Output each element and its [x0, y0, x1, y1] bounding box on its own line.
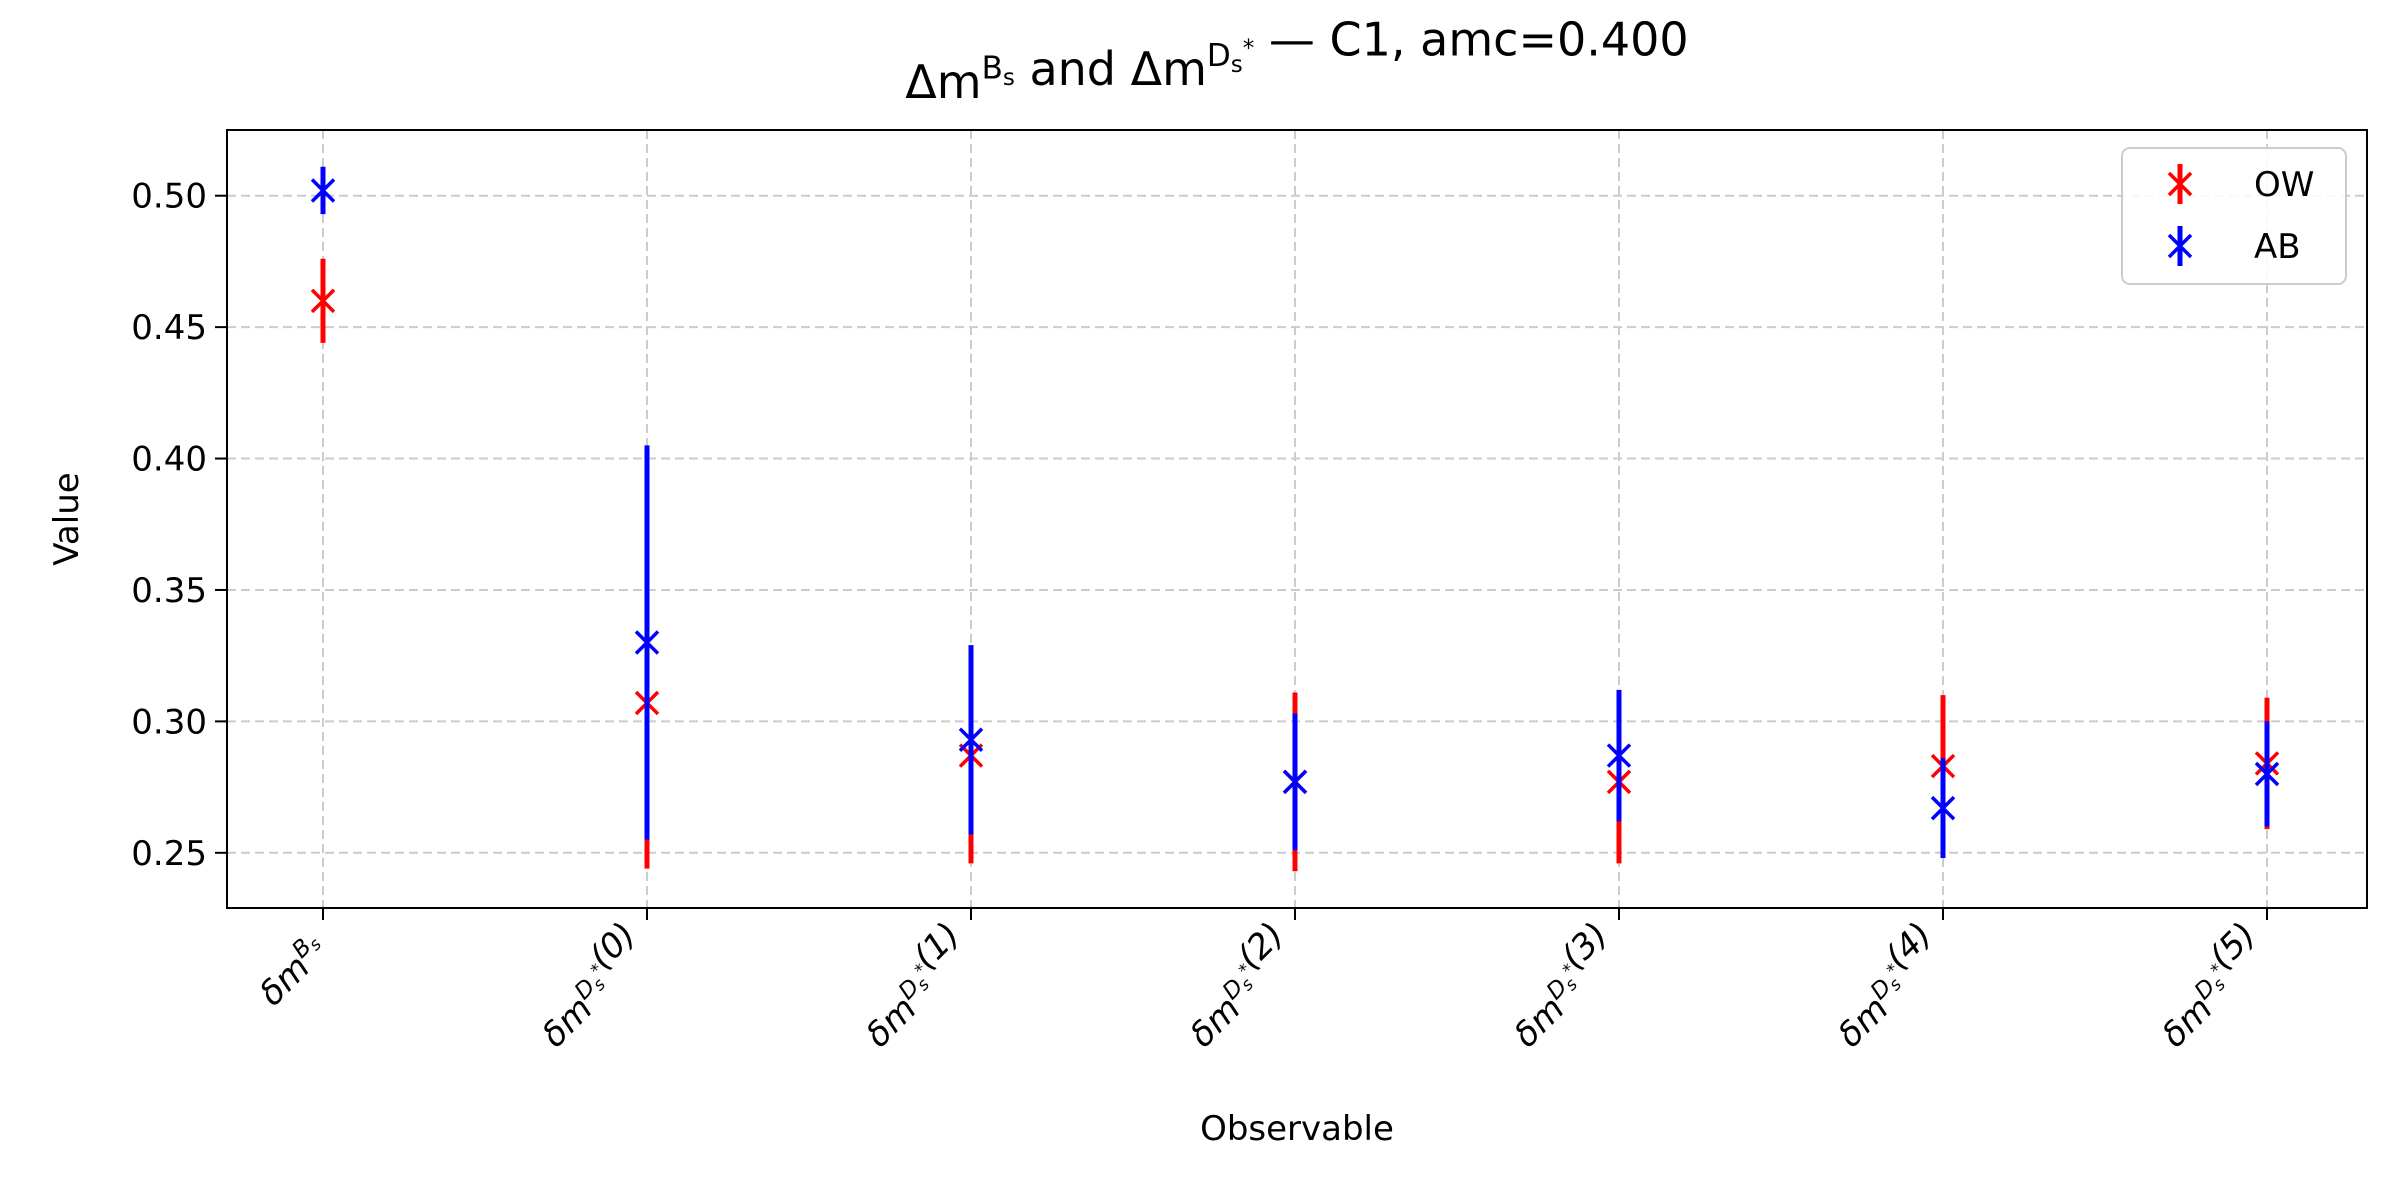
chart-title: ΔmBs and ΔmDs* — C1, amc=0.400	[905, 13, 1688, 109]
y-tick-label: 0.25	[131, 834, 207, 874]
data-layer	[310, 166, 2280, 872]
x-tick-label: δmDs*(4)	[1815, 915, 1956, 1056]
data-point	[2254, 761, 2280, 787]
x-tick-label: δmBs	[249, 928, 335, 1014]
y-tick-label: 0.35	[131, 571, 207, 611]
data-point	[1282, 769, 1308, 795]
data-point	[310, 178, 336, 203]
y-axis-label: Value	[47, 472, 87, 565]
legend-marker	[2167, 171, 2193, 197]
x-tick-label: δmDs*(0)	[519, 915, 660, 1056]
x-tick-label: δmDs*(2)	[1167, 915, 1308, 1056]
data-point	[958, 727, 984, 753]
legend-label: AB	[2254, 227, 2301, 267]
legend-marker	[2167, 233, 2193, 259]
x-tick-label: δmDs*(5)	[2139, 915, 2280, 1056]
legend: OW AB	[2121, 147, 2347, 285]
legend-label: OW	[2254, 165, 2314, 205]
y-tick-label: 0.45	[131, 308, 207, 348]
data-point	[310, 288, 336, 314]
ticks-layer: 0.25 0.30 0.35 0.40 0.45 0.50 δmBs δmDs*(0) δmDs…	[131, 177, 2280, 1056]
data-point	[634, 630, 660, 655]
x-tick-label: δmDs*(1)	[843, 915, 984, 1056]
y-tick-label: 0.50	[131, 177, 207, 217]
data-point	[1606, 743, 1632, 768]
x-axis-label: Observable	[1200, 1109, 1394, 1149]
y-tick-label: 0.30	[131, 702, 207, 742]
y-tick-label: 0.40	[131, 440, 207, 480]
data-point	[1930, 795, 1956, 821]
x-tick-label: δmDs*(3)	[1491, 915, 1632, 1056]
plot-frame	[226, 129, 2368, 909]
series-ab	[310, 166, 2280, 859]
